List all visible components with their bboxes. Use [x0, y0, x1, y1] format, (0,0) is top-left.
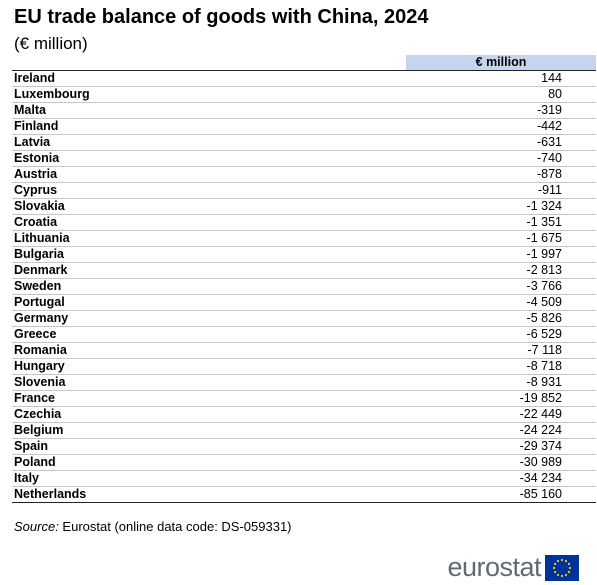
row-value: -1 351: [406, 214, 596, 231]
row-value: -30 989: [406, 454, 596, 471]
row-value: -740: [406, 150, 596, 167]
row-country: Luxembourg: [12, 86, 406, 103]
row-country: Estonia: [12, 150, 406, 167]
table-row: Austria -878: [12, 166, 596, 183]
table-row: Greece -6 529: [12, 326, 596, 343]
table-row: Italy -34 234: [12, 470, 596, 487]
row-value: 144: [406, 70, 596, 87]
row-value: -8 718: [406, 358, 596, 375]
table-row: Slovenia -8 931: [12, 374, 596, 391]
row-value: -29 374: [406, 438, 596, 455]
row-country: Germany: [12, 310, 406, 327]
row-country: Czechia: [12, 406, 406, 423]
row-country: Ireland: [12, 70, 406, 87]
table-row: Ireland 144: [12, 70, 596, 87]
data-table: € million Ireland 144 Luxembourg 80 Malta -31…: [12, 55, 596, 503]
row-country: Romania: [12, 342, 406, 359]
row-country: Finland: [12, 118, 406, 135]
table-row: Estonia -740: [12, 150, 596, 167]
eu-flag-icon: [545, 554, 579, 581]
row-value: -85 160: [406, 486, 596, 503]
row-country: Belgium: [12, 422, 406, 439]
page-subtitle: (€ million): [14, 34, 88, 53]
table-row: Sweden -3 766: [12, 278, 596, 295]
row-value: -19 852: [406, 390, 596, 407]
table-row: Lithuania -1 675: [12, 230, 596, 247]
row-country: Austria: [12, 166, 406, 183]
table-header-blank: [12, 55, 406, 71]
table-row: Hungary -8 718: [12, 358, 596, 375]
row-country: Greece: [12, 326, 406, 343]
row-country: Sweden: [12, 278, 406, 295]
row-value: -878: [406, 166, 596, 183]
row-value: -8 931: [406, 374, 596, 391]
row-country: Malta: [12, 102, 406, 119]
table-row: Finland -442: [12, 118, 596, 135]
row-country: Netherlands: [12, 486, 406, 503]
row-value: -7 118: [406, 342, 596, 359]
table-row: Germany -5 826: [12, 310, 596, 327]
row-country: Bulgaria: [12, 246, 406, 263]
row-value: -2 813: [406, 262, 596, 279]
table-row: Portugal -4 509: [12, 294, 596, 311]
table-row: Cyprus -911: [12, 182, 596, 199]
row-country: Slovenia: [12, 374, 406, 391]
row-country: Croatia: [12, 214, 406, 231]
row-value: -1 997: [406, 246, 596, 263]
logo-text: eurostat: [447, 552, 541, 582]
table-row: Slovakia -1 324: [12, 198, 596, 215]
table-row: Poland -30 989: [12, 454, 596, 471]
row-country: Slovakia: [12, 198, 406, 215]
row-country: Lithuania: [12, 230, 406, 247]
table-row: Spain -29 374: [12, 438, 596, 455]
table-row: Czechia -22 449: [12, 406, 596, 423]
table-row: Belgium -24 224: [12, 422, 596, 439]
table-row: Denmark -2 813: [12, 262, 596, 279]
row-country: Denmark: [12, 262, 406, 279]
table-row: Croatia -1 351: [12, 214, 596, 231]
row-value: -5 826: [406, 310, 596, 327]
source-note: Source: Eurostat (online data code: DS-0…: [14, 519, 292, 534]
row-value: -319: [406, 102, 596, 119]
row-value: -24 224: [406, 422, 596, 439]
row-country: Spain: [12, 438, 406, 455]
row-value: 80: [406, 86, 596, 103]
row-country: Latvia: [12, 134, 406, 151]
table-row: France -19 852: [12, 390, 596, 407]
table-row: Latvia -631: [12, 134, 596, 151]
table-row: Malta -319: [12, 102, 596, 119]
row-value: -3 766: [406, 278, 596, 295]
row-value: -4 509: [406, 294, 596, 311]
table-row: Bulgaria -1 997: [12, 246, 596, 263]
row-country: Hungary: [12, 358, 406, 375]
row-value: -911: [406, 182, 596, 199]
row-value: -22 449: [406, 406, 596, 423]
table-header-value: € million: [406, 55, 596, 71]
row-value: -34 234: [406, 470, 596, 487]
row-value: -1 675: [406, 230, 596, 247]
row-country: Italy: [12, 470, 406, 487]
row-country: Portugal: [12, 294, 406, 311]
row-country: Poland: [12, 454, 406, 471]
row-country: France: [12, 390, 406, 407]
table-row: Netherlands -85 160: [12, 486, 596, 503]
source-label: Source:: [14, 519, 59, 534]
row-value: -1 324: [406, 198, 596, 215]
table-row: Luxembourg 80: [12, 86, 596, 103]
row-value: -442: [406, 118, 596, 135]
table-header-row: € million: [12, 55, 596, 71]
source-text: Eurostat (online data code: DS-059331): [58, 519, 292, 534]
eurostat-logo: eurostat: [447, 552, 579, 583]
table-row: Romania -7 118: [12, 342, 596, 359]
row-value: -6 529: [406, 326, 596, 343]
row-country: Cyprus: [12, 182, 406, 199]
page-title: EU trade balance of goods with China, 20…: [14, 6, 429, 28]
row-value: -631: [406, 134, 596, 151]
